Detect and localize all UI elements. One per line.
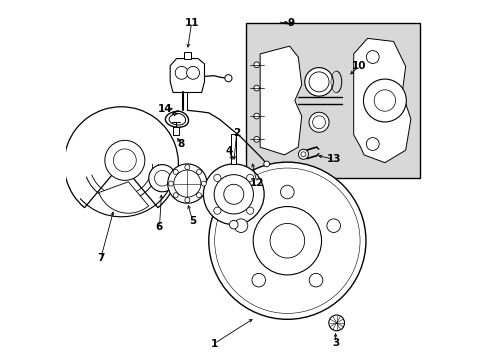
Text: 4: 4 <box>225 146 233 156</box>
Circle shape <box>253 113 259 119</box>
Polygon shape <box>260 46 301 155</box>
Circle shape <box>304 68 333 96</box>
Circle shape <box>300 152 305 157</box>
Circle shape <box>269 224 304 258</box>
Text: 6: 6 <box>156 222 163 232</box>
Circle shape <box>253 62 259 68</box>
Circle shape <box>308 273 322 287</box>
Circle shape <box>173 193 178 198</box>
Circle shape <box>251 273 265 287</box>
Text: 11: 11 <box>184 18 199 28</box>
Circle shape <box>173 170 178 175</box>
Circle shape <box>148 165 176 192</box>
Bar <box>231 134 236 164</box>
Circle shape <box>280 185 294 199</box>
Bar <box>246 23 419 178</box>
Circle shape <box>246 207 253 214</box>
Circle shape <box>253 207 321 275</box>
Text: 9: 9 <box>287 18 294 28</box>
Circle shape <box>168 181 173 186</box>
Bar <box>173 127 179 135</box>
Bar <box>183 52 190 59</box>
Circle shape <box>246 174 253 181</box>
Wedge shape <box>64 107 178 208</box>
Text: 10: 10 <box>351 62 366 71</box>
Circle shape <box>184 165 189 170</box>
Circle shape <box>196 193 201 198</box>
Circle shape <box>263 161 269 167</box>
Circle shape <box>308 112 328 132</box>
Text: 14: 14 <box>158 104 172 114</box>
Circle shape <box>366 50 378 63</box>
Circle shape <box>363 79 406 122</box>
Circle shape <box>298 149 308 159</box>
Circle shape <box>173 170 201 197</box>
Circle shape <box>175 66 188 79</box>
Text: 3: 3 <box>331 338 339 347</box>
Text: 7: 7 <box>97 253 104 263</box>
Text: 1: 1 <box>210 339 217 348</box>
Text: 12: 12 <box>249 178 264 188</box>
Circle shape <box>253 136 259 142</box>
Circle shape <box>154 170 170 186</box>
Circle shape <box>203 164 264 225</box>
Circle shape <box>224 75 231 82</box>
Circle shape <box>326 219 340 233</box>
Circle shape <box>104 140 144 180</box>
Circle shape <box>224 184 244 204</box>
Circle shape <box>234 219 247 233</box>
Text: 13: 13 <box>326 154 340 164</box>
Circle shape <box>167 164 206 203</box>
Text: 8: 8 <box>177 139 184 149</box>
Circle shape <box>196 170 201 175</box>
Circle shape <box>208 162 365 319</box>
Wedge shape <box>99 182 148 213</box>
Circle shape <box>213 207 221 214</box>
Polygon shape <box>170 59 204 93</box>
Circle shape <box>214 175 253 214</box>
Circle shape <box>373 90 395 111</box>
Circle shape <box>113 149 136 172</box>
Circle shape <box>186 66 199 79</box>
Circle shape <box>184 198 189 203</box>
Text: 5: 5 <box>189 216 196 226</box>
Circle shape <box>201 181 206 186</box>
Circle shape <box>366 138 378 150</box>
Circle shape <box>213 174 221 181</box>
Text: 2: 2 <box>233 128 240 138</box>
Circle shape <box>312 116 325 129</box>
Polygon shape <box>353 39 410 163</box>
Circle shape <box>328 315 344 331</box>
Circle shape <box>308 72 328 92</box>
Circle shape <box>229 220 238 229</box>
Circle shape <box>253 85 259 91</box>
